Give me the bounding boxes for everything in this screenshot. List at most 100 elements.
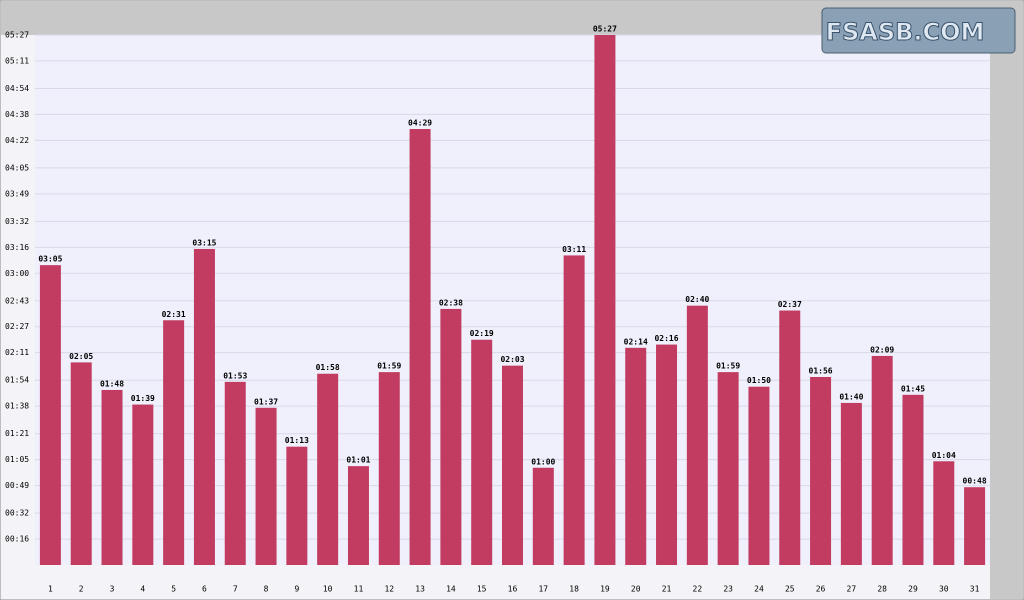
value-label: 01:01 [346,456,370,465]
bar [810,376,832,565]
value-label: 01:40 [839,392,863,401]
x-tick-label: 28 [877,585,887,594]
right-band [990,1,1023,599]
value-label: 01:48 [100,379,124,388]
x-tick-label: 18 [569,585,579,594]
x-tick-label: 20 [631,585,641,594]
x-tick-label: 30 [939,585,949,594]
value-label: 02:09 [870,345,894,354]
x-tick-label: 3 [110,585,115,594]
bar [347,466,369,565]
x-tick-label: 27 [847,585,857,594]
y-tick-label: 00:16 [5,535,29,544]
bar [502,365,523,565]
bar [563,255,585,565]
bar [193,248,215,566]
y-tick-label: 03:16 [5,243,29,252]
bar [840,402,862,565]
bar [440,308,462,565]
value-label: 02:38 [439,298,463,307]
x-tick-label: 12 [384,585,394,594]
x-tick-label: 7 [233,585,238,594]
value-label: 02:40 [685,295,709,304]
bar [748,386,770,565]
x-tick-label: 29 [908,585,918,594]
value-label: 02:14 [624,337,648,346]
bar [532,467,554,565]
value-label: 02:37 [778,300,802,309]
logo-box [821,7,1016,54]
value-label: 01:00 [531,457,555,466]
logo: FSASB.COM [821,7,1016,54]
bar [779,310,801,565]
value-label: 01:56 [809,366,833,375]
bar [101,389,123,565]
y-tick-label: 05:11 [5,56,29,65]
y-tick-label: 03:00 [5,269,29,278]
bar [871,355,893,565]
y-tick-label: 02:43 [5,296,29,305]
y-tick-label: 01:38 [5,402,29,411]
bar [594,35,616,565]
y-tick-label: 04:05 [5,163,29,172]
x-tick-label: 5 [171,585,176,594]
y-tick-label: 05:27 [5,31,29,40]
bar [964,487,986,565]
x-tick-label: 26 [816,585,826,594]
bar [317,373,339,565]
value-label: 03:11 [562,245,586,254]
bar [39,265,61,565]
bar [224,381,246,565]
value-label: 01:59 [716,362,740,371]
value-label: 02:03 [500,355,524,364]
y-tick-label: 01:05 [5,455,29,464]
bar [471,339,493,565]
value-label: 01:53 [223,371,247,380]
x-tick-label: 6 [202,585,207,594]
x-tick-label: 17 [538,585,548,594]
x-tick-label: 8 [264,585,269,594]
logo-text: FSASB.COM [826,18,985,46]
x-tick-label: 4 [140,585,145,594]
value-label: 01:04 [932,451,956,460]
y-tick-label: 04:38 [5,110,29,119]
y-tick-label: 02:27 [5,322,29,331]
value-label: 01:37 [254,397,278,406]
value-label: 02:19 [470,329,494,338]
x-tick-label: 9 [294,585,299,594]
bar [70,362,92,565]
value-label: 02:05 [69,352,93,361]
x-tick-label: 24 [754,585,764,594]
y-tick-label: 01:54 [5,376,29,385]
value-label: 01:13 [285,436,309,445]
bar [409,129,431,566]
bar [286,446,308,565]
x-tick-label: 14 [446,585,456,594]
bar [255,407,277,565]
x-tick-label: 31 [970,585,980,594]
y-tick-label: 04:54 [5,84,29,93]
bar [132,404,154,565]
value-label: 03:05 [38,255,62,264]
y-tick-label: 00:49 [5,481,29,490]
value-label: 01:50 [747,376,771,385]
value-label: 00:48 [963,477,987,486]
y-tick-label: 02:11 [5,348,29,357]
bar [163,320,185,565]
y-tick-label: 03:49 [5,189,29,198]
x-tick-label: 15 [477,585,487,594]
x-tick-label: 13 [415,585,425,594]
x-tick-label: 23 [723,585,733,594]
x-tick-label: 16 [508,585,518,594]
bar [625,347,647,565]
y-tick-label: 00:32 [5,509,29,518]
x-tick-label: 22 [693,585,703,594]
x-tick-label: 19 [600,585,610,594]
y-tick-label: 04:22 [5,136,29,145]
bar [656,344,678,565]
value-label: 02:16 [654,334,678,343]
y-tick-label: 01:21 [5,429,29,438]
value-label: 02:31 [162,310,186,319]
value-label: 04:29 [408,119,432,128]
